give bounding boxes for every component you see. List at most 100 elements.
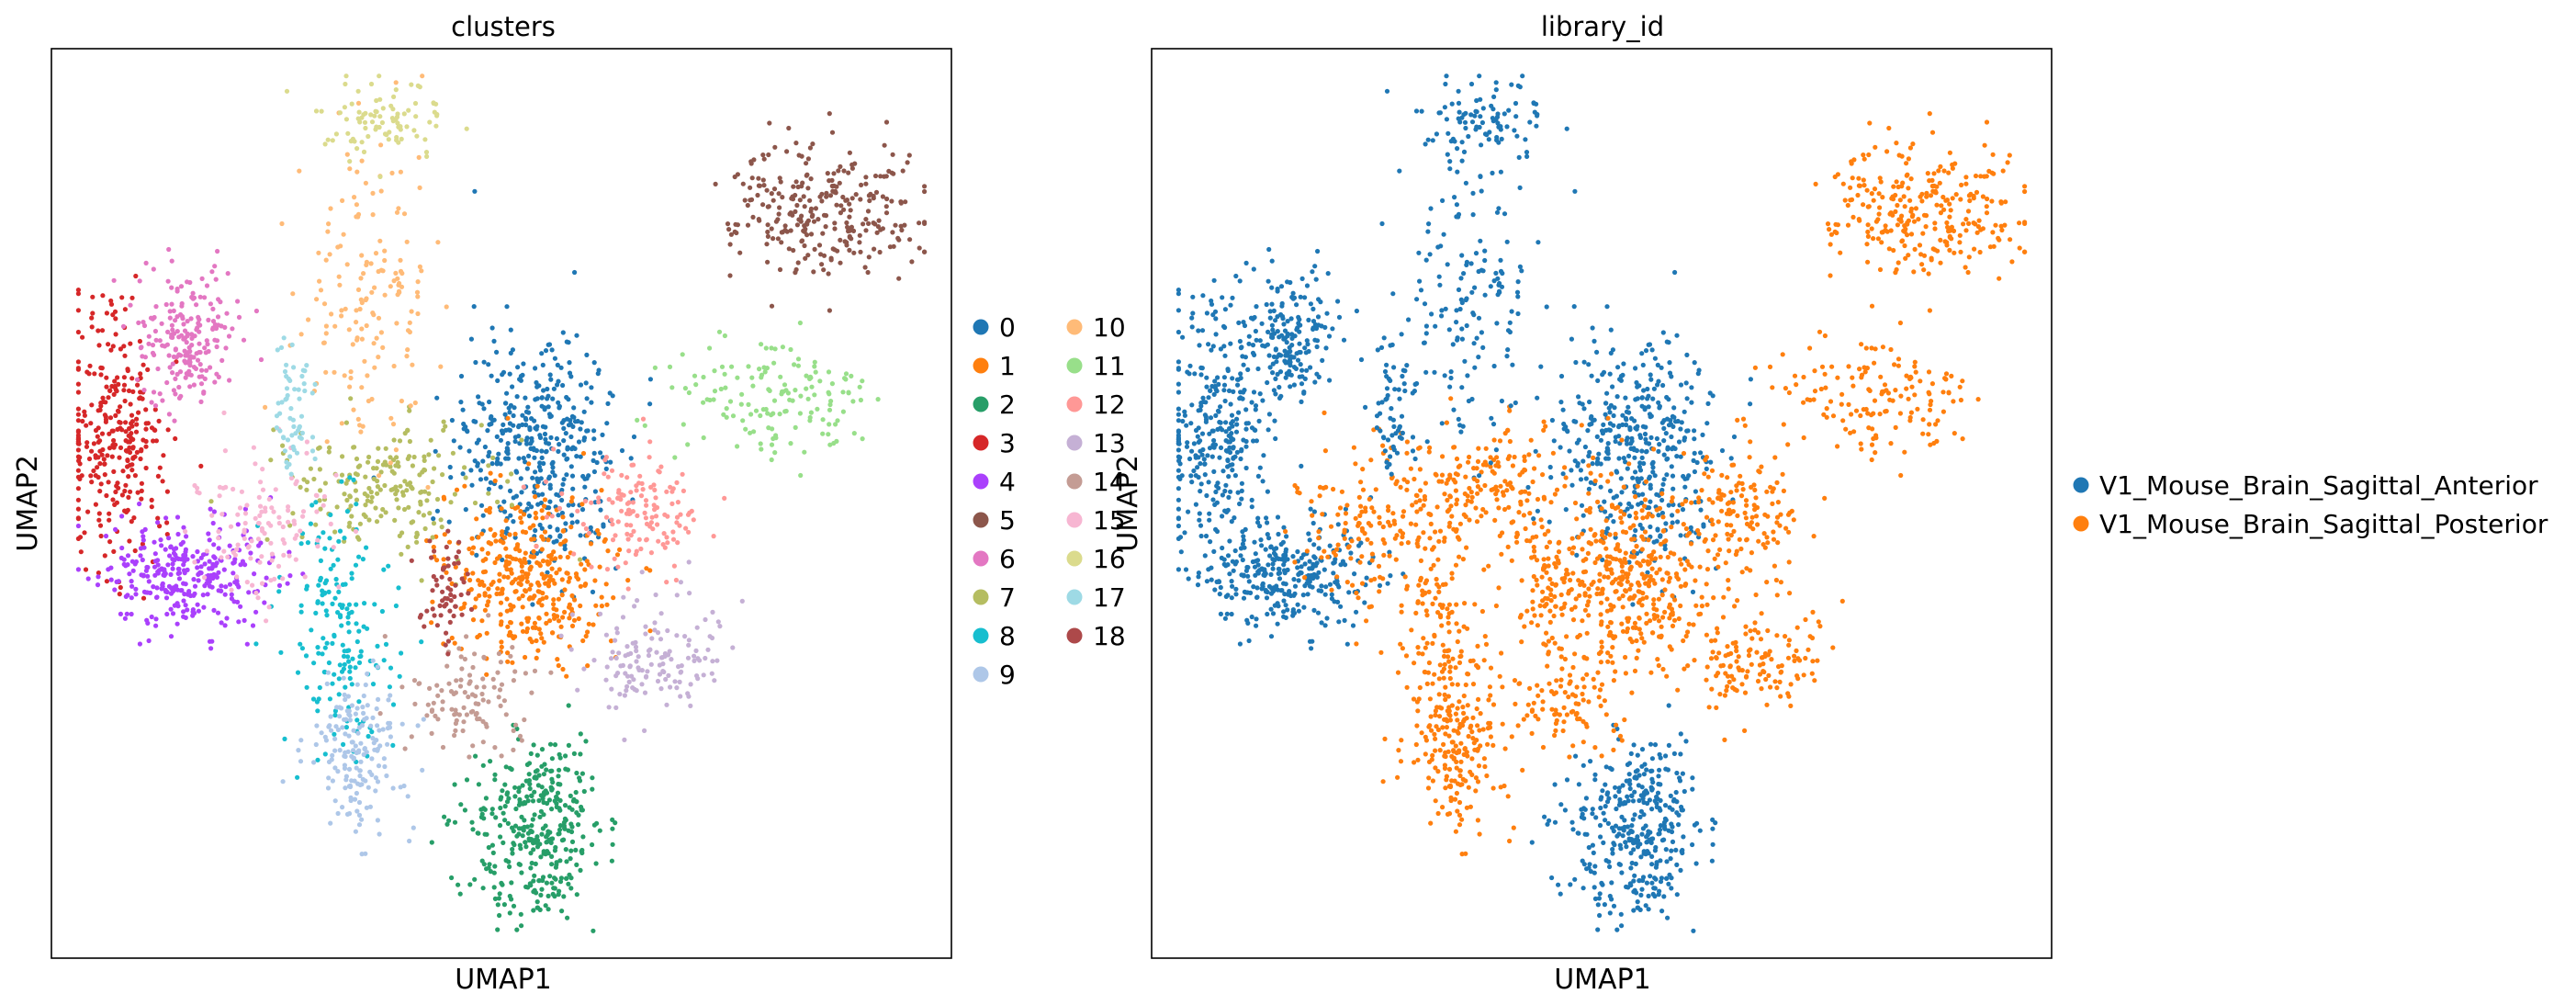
- cluster-1-point: [565, 570, 570, 576]
- cluster-15-point: [276, 520, 282, 526]
- cluster-12-point: [615, 564, 621, 570]
- cluster-1-point: [536, 582, 542, 588]
- cluster-3-point: [96, 517, 102, 523]
- cluster-8-point: [349, 570, 354, 576]
- cluster-9-point: [361, 751, 366, 758]
- cluster-15-point: [260, 487, 266, 492]
- library-point: [1669, 821, 1674, 827]
- cluster-2-point: [473, 753, 478, 759]
- library-point: [1660, 330, 1666, 335]
- library-point: [1635, 483, 1640, 489]
- cluster-18-point: [432, 548, 437, 554]
- cluster-6-point: [153, 304, 159, 310]
- library-point: [1658, 541, 1663, 547]
- cluster-2-point: [464, 777, 470, 783]
- cluster-6-point: [141, 322, 148, 329]
- cluster-16-point: [333, 131, 339, 137]
- cluster-9-point: [398, 785, 403, 790]
- cluster-16-point: [434, 111, 440, 118]
- cluster-14-point: [491, 684, 497, 690]
- cluster-15-point: [264, 618, 269, 624]
- cluster-8-point: [353, 665, 358, 671]
- cluster-12-point: [631, 462, 636, 468]
- cluster-18-point: [442, 604, 447, 609]
- cluster-3-point: [129, 468, 135, 473]
- cluster-4-point: [170, 557, 175, 562]
- cluster-4-point: [174, 546, 179, 551]
- library-point: [1640, 491, 1646, 497]
- library-point: [1637, 522, 1643, 528]
- cluster-5-point: [804, 161, 809, 166]
- cluster-4-point: [242, 562, 248, 568]
- cluster-15-point: [269, 551, 275, 557]
- cluster-0-point: [485, 428, 490, 434]
- library-point: [1598, 834, 1603, 840]
- cluster-4-point: [127, 571, 132, 577]
- library-point: [1646, 404, 1651, 410]
- cluster-15-point: [333, 472, 339, 478]
- cluster-9-point: [384, 773, 389, 779]
- cluster-5-point: [832, 220, 838, 226]
- cluster-9-point: [330, 752, 335, 759]
- cluster-12-point: [711, 534, 716, 539]
- cluster-4-point: [264, 575, 269, 581]
- cluster-3-point: [75, 418, 81, 423]
- cluster-5-point: [794, 202, 800, 209]
- cluster-12-point: [543, 479, 549, 484]
- cluster-15-point: [280, 536, 286, 543]
- cluster-13-point: [660, 661, 666, 667]
- cluster-2-point: [539, 831, 545, 837]
- cluster-4-point: [222, 623, 228, 628]
- cluster-4-point: [242, 506, 248, 512]
- library-point: [1649, 756, 1655, 762]
- cluster-15-point: [195, 485, 200, 491]
- library-point: [1657, 827, 1663, 832]
- cluster-17-point: [284, 386, 290, 391]
- library-point: [1667, 360, 1672, 366]
- cluster-15-point: [281, 552, 287, 559]
- cluster-13-point: [658, 655, 665, 661]
- cluster-7-point: [406, 504, 411, 510]
- library-point: [1603, 764, 1609, 770]
- library-point: [1681, 638, 1686, 644]
- library-point: [1691, 457, 1696, 463]
- cluster-15-point: [269, 505, 275, 511]
- cluster-9-point: [376, 763, 382, 769]
- library-point: [1620, 783, 1625, 788]
- cluster-7-point: [353, 471, 358, 477]
- cluster-0-point: [434, 395, 440, 401]
- library-point: [1599, 428, 1605, 434]
- cluster-8-point: [330, 681, 335, 686]
- cluster-11-point: [835, 418, 840, 423]
- library-point: [1662, 816, 1668, 822]
- cluster-8-point: [299, 646, 305, 651]
- cluster-7-point: [363, 514, 368, 520]
- cluster-9-point: [347, 717, 353, 723]
- cluster-6-point: [236, 314, 242, 320]
- cluster-1-point: [461, 604, 467, 610]
- cluster-14-point: [467, 672, 473, 678]
- cluster-8-point: [327, 536, 332, 541]
- library-point: [1577, 632, 1582, 638]
- cluster-12-point: [655, 522, 660, 527]
- library-point: [1580, 618, 1585, 624]
- cluster-3-point: [84, 440, 90, 446]
- cluster-12-point: [619, 508, 624, 514]
- cluster-9-point: [351, 728, 356, 733]
- cluster-13-point: [569, 612, 575, 617]
- cluster-6-point: [182, 348, 187, 354]
- cluster-12-point: [626, 548, 632, 554]
- cluster-6-point: [137, 278, 142, 284]
- cluster-10-point: [370, 190, 376, 196]
- library-point: [1531, 516, 1536, 522]
- library-point: [1617, 558, 1623, 563]
- cluster-2-point: [520, 783, 525, 788]
- cluster-16-point: [363, 110, 368, 116]
- cluster-15-point: [259, 525, 264, 531]
- cluster-13-point: [613, 655, 619, 661]
- cluster-7-point: [422, 467, 427, 472]
- cluster-2-point: [590, 841, 595, 848]
- cluster-17-point: [298, 413, 305, 419]
- cluster-15-point: [286, 504, 291, 510]
- cluster-3-point: [100, 293, 106, 299]
